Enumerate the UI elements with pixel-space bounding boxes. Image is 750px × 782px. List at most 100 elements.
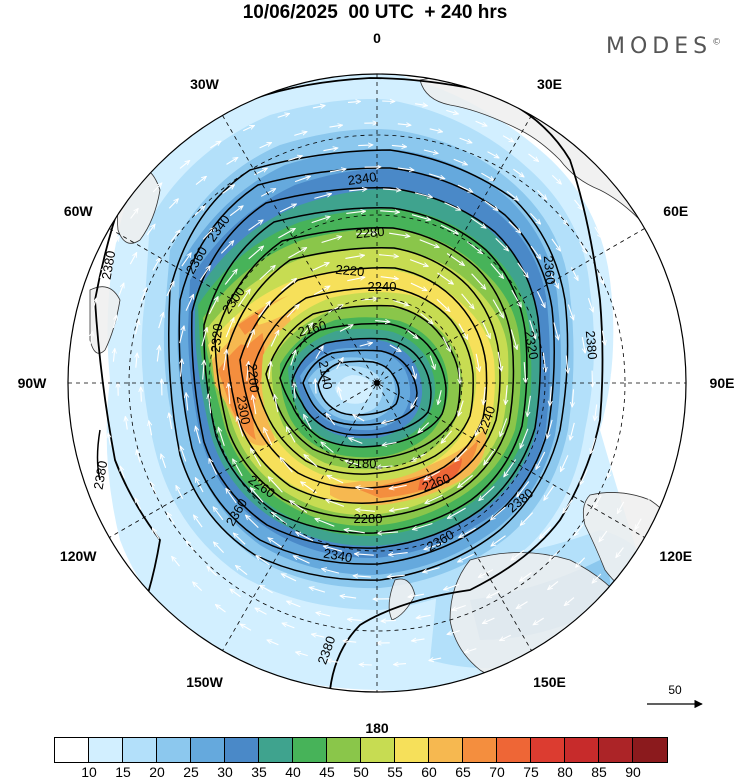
wind-vector-arrow — [279, 203, 296, 213]
wind-vector-arrow — [322, 569, 340, 574]
colorbar-tick-label: 55 — [387, 764, 403, 780]
wind-vector-arrow — [195, 176, 206, 186]
colorbar-cell — [191, 738, 225, 762]
map-title: 10/06/2025 00 UTC + 240 hrs — [242, 2, 508, 23]
wind-vector-arrow — [574, 199, 583, 210]
wind-vector-arrow — [661, 422, 663, 435]
wind-vector-arrow — [236, 566, 248, 576]
wind-vector-arrow — [453, 158, 468, 165]
wind-vector-arrow — [520, 572, 532, 582]
wind-vector-arrow — [203, 360, 205, 380]
wind-vector-arrow — [315, 346, 323, 359]
wind-vector-arrow — [186, 393, 188, 411]
wind-vector-arrow — [481, 320, 491, 339]
wind-vector-arrow — [225, 318, 234, 338]
wind-vector-arrow — [483, 386, 485, 405]
longitude-label: 120E — [659, 547, 693, 564]
wind-vector-arrow — [550, 273, 559, 288]
wind-vector-arrow — [617, 501, 625, 514]
wind-vector-arrow — [339, 325, 353, 332]
wind-vector-arrow — [208, 458, 218, 475]
wind-vector-arrow — [329, 169, 346, 173]
wind-vector-arrow — [242, 124, 254, 132]
wind-vector-arrow — [152, 258, 160, 271]
colorbar-cell — [599, 738, 633, 762]
wind-vector-arrow — [321, 236, 342, 244]
wind-vector-arrow — [345, 255, 364, 259]
contour-label: 2360 — [541, 255, 558, 285]
colorbar-cell — [293, 738, 327, 762]
wind-vector-arrow — [237, 289, 250, 307]
wind-vector-arrow — [91, 331, 93, 344]
colorbar-tick-label: 35 — [251, 764, 267, 780]
wind-vector-arrow — [312, 105, 325, 108]
colorbar-cell — [565, 738, 599, 762]
wind-vector-arrow — [181, 359, 182, 377]
wind-vector-arrow — [327, 660, 339, 662]
contour-label: 2280 — [354, 511, 383, 526]
wind-vector-arrow — [114, 315, 117, 329]
colorbar-tick-label: 10 — [81, 764, 97, 780]
wind-vector-arrow — [230, 589, 241, 598]
wind-vector-arrow — [533, 617, 544, 625]
wind-vector-arrow — [125, 416, 127, 430]
wind-vector-arrow — [152, 528, 160, 540]
wind-vector-arrow — [259, 265, 276, 281]
wind-vector-arrow — [290, 501, 308, 513]
wind-vector-arrow — [336, 357, 344, 370]
wind-vector-arrow — [356, 510, 375, 512]
wind-vector-arrow — [591, 437, 596, 454]
wind-vector-arrow — [524, 362, 526, 383]
colorbar-tick-label: 40 — [285, 764, 301, 780]
wind-vector-arrow — [446, 253, 464, 266]
wind-vector-arrow — [246, 329, 254, 348]
colorbar-cell — [89, 738, 123, 762]
wind-vector-arrow — [481, 172, 494, 180]
wind-vector-arrow — [195, 426, 201, 444]
wind-vector-arrow — [576, 557, 586, 568]
wind-vector-arrow — [170, 230, 180, 243]
wind-vector-arrow — [149, 421, 152, 436]
wind-vector-arrow — [213, 507, 224, 521]
wind-vector-arrow — [271, 512, 288, 525]
colorbar-cell — [463, 738, 497, 762]
wind-vectors — [91, 101, 664, 665]
longitude-label: 150W — [186, 673, 223, 690]
colorbar-tick-label: 90 — [625, 764, 641, 780]
wind-vector-arrow — [349, 189, 367, 191]
wind-vector-arrow — [459, 527, 476, 538]
wind-vector-arrow — [447, 630, 460, 635]
longitude-label: 180 — [365, 720, 389, 736]
colorbar-tick-label: 75 — [523, 764, 539, 780]
colorbar-tick-label: 80 — [557, 764, 573, 780]
colorbar-cell — [361, 738, 395, 762]
wind-vector-arrow — [304, 414, 312, 430]
wind-vector-arrow — [540, 526, 552, 539]
wind-vector-arrow — [389, 232, 410, 236]
wind-vector-arrow — [382, 442, 397, 445]
wind-vector-arrow — [412, 522, 433, 530]
wind-vector-arrow — [464, 648, 477, 653]
wind-vector-arrow — [490, 263, 504, 279]
colorbar-cell — [225, 738, 259, 762]
wind-vector-arrow — [381, 620, 396, 621]
colorbar-tick-label: 25 — [183, 764, 199, 780]
wind-vector-arrow — [529, 320, 536, 339]
wind-vector-arrow — [505, 385, 507, 404]
wind-vector-arrow — [118, 283, 124, 296]
wind-vector-arrow — [570, 267, 578, 280]
wind-vector-arrow — [280, 457, 293, 473]
colorbar-cell — [157, 738, 191, 762]
wind-vector-arrow — [511, 289, 522, 307]
contour-label: 2300 — [234, 395, 254, 426]
wind-vector-arrow — [286, 427, 296, 443]
wind-vector-arrow — [267, 640, 279, 646]
wind-vector-arrow — [253, 395, 257, 415]
wind-vector-arrow — [228, 383, 230, 404]
wind-vector-arrow — [438, 390, 442, 404]
wind-vector-arrow — [627, 336, 629, 350]
height-contours — [94, 77, 604, 691]
wind-vector-arrow — [617, 398, 618, 413]
wind-vector-arrow — [579, 469, 588, 485]
